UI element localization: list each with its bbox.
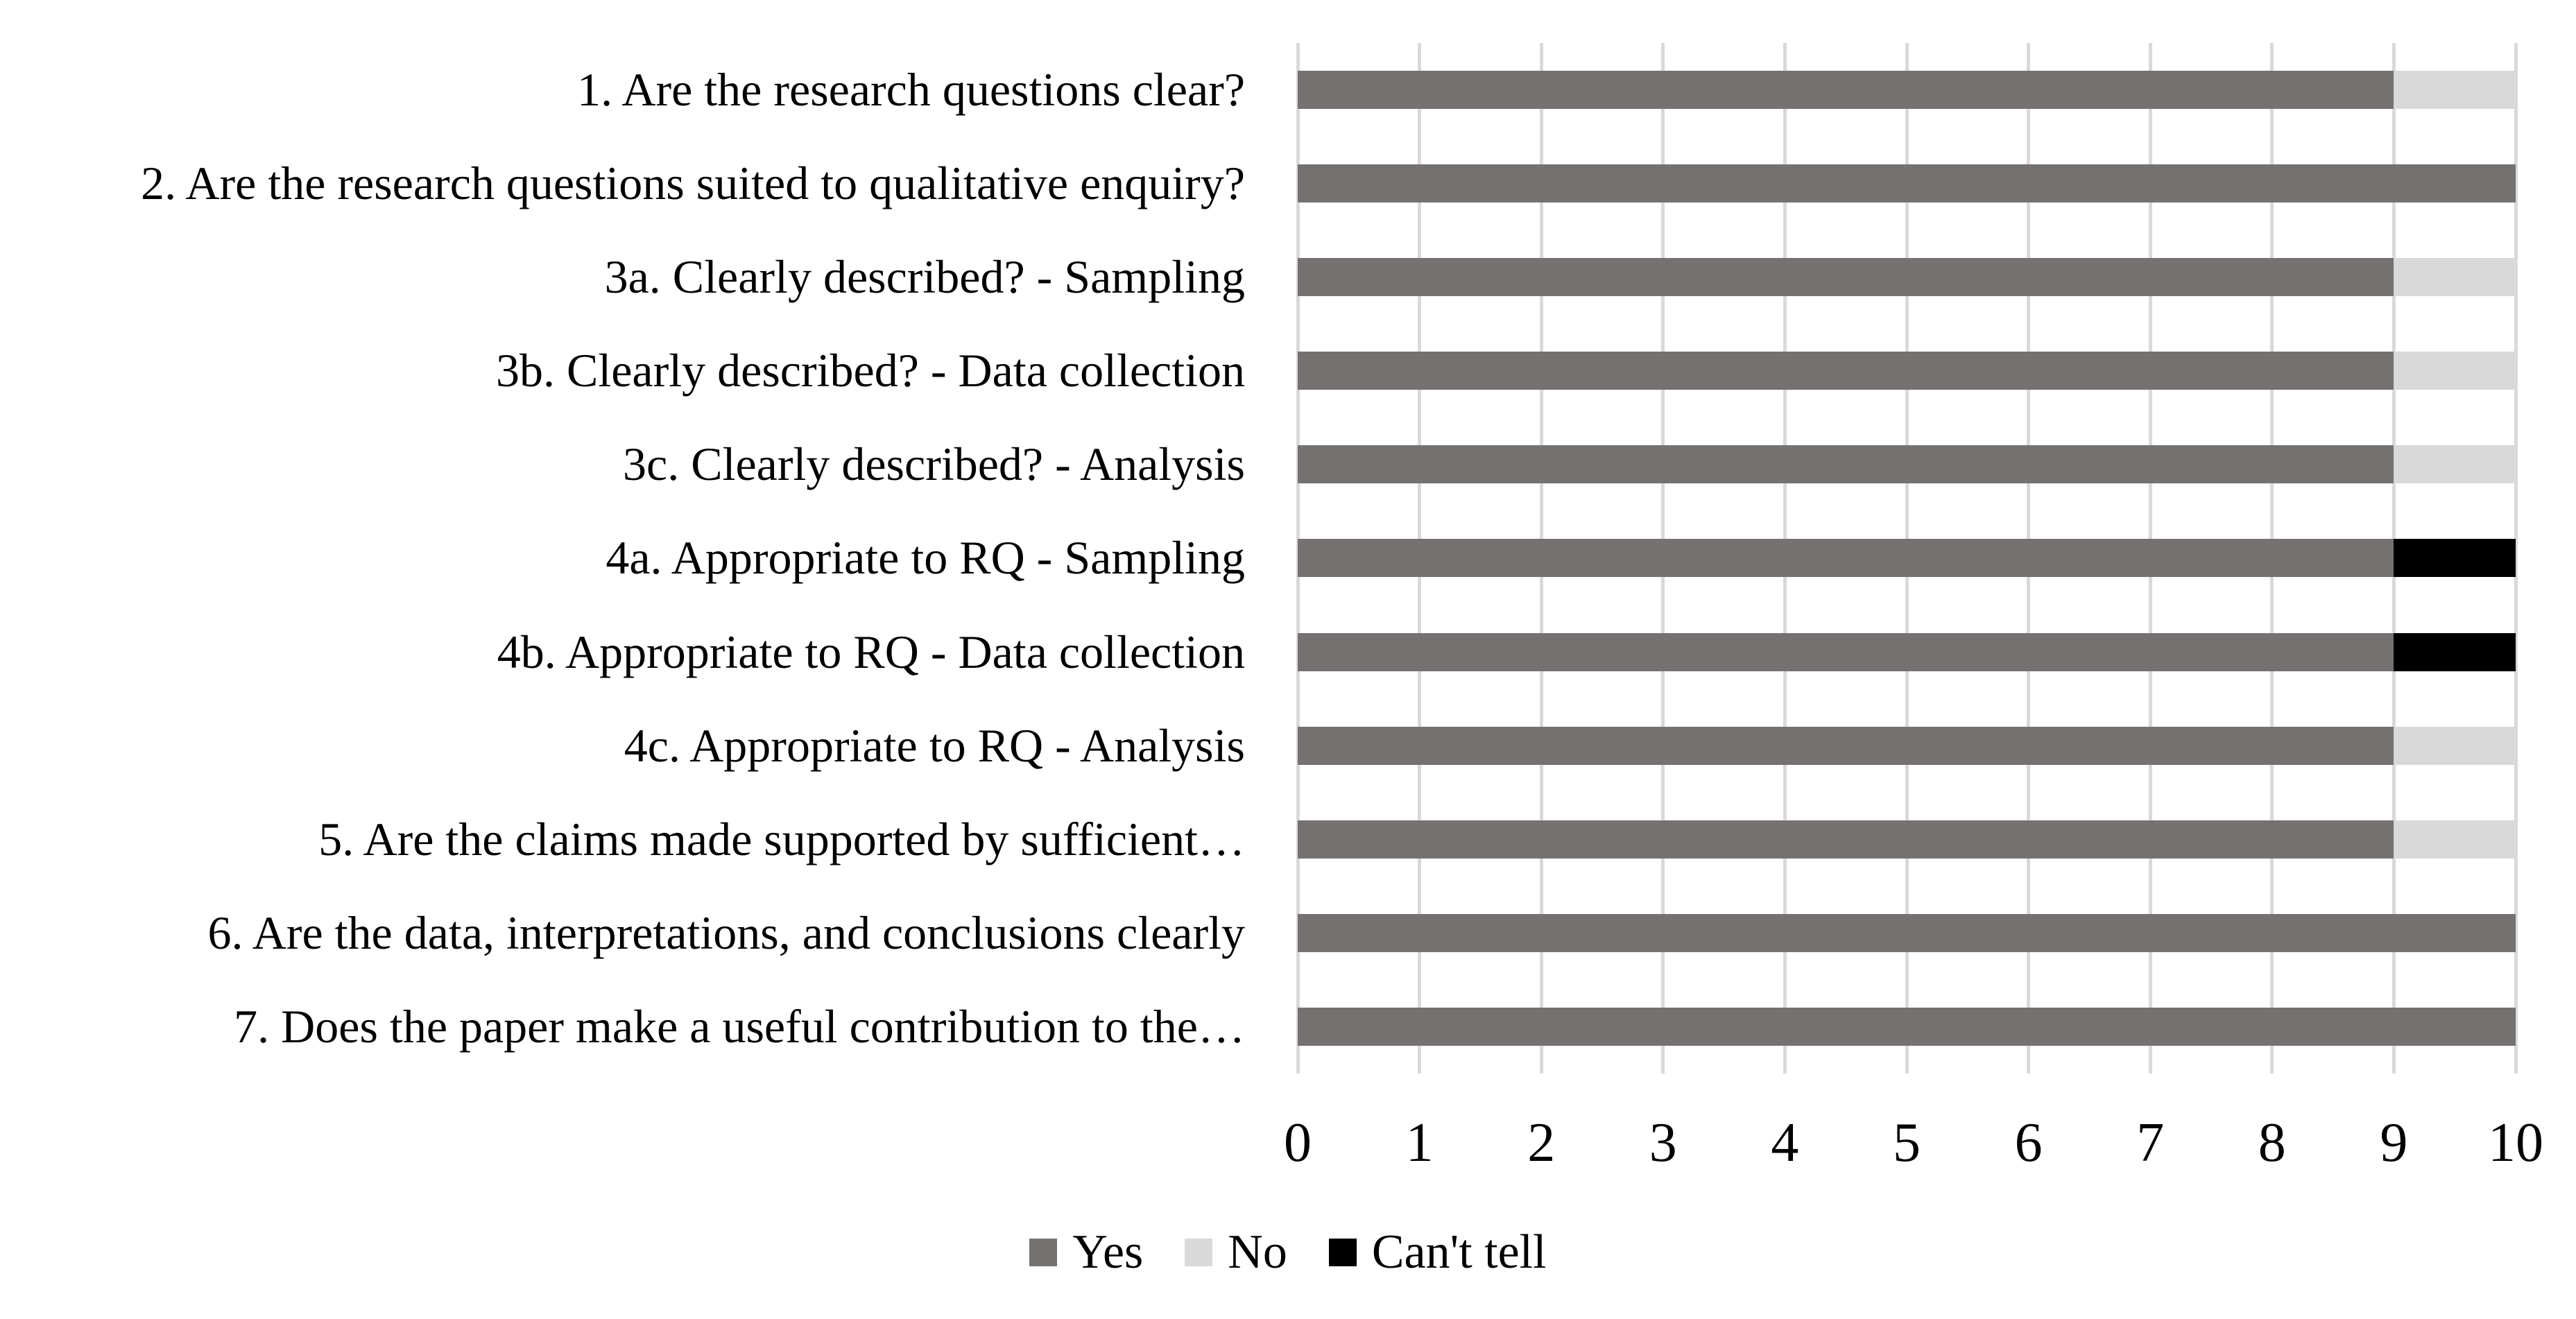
x-tick-label: 10 (2488, 1112, 2543, 1173)
bar-segment-no (2394, 258, 2516, 297)
bar-segment-yes (1298, 164, 2516, 203)
bar-row (1298, 164, 2516, 203)
x-tick-label: 7 (2136, 1112, 2165, 1173)
legend-item-yes: Yes (1029, 1225, 1143, 1280)
x-tick-label: 1 (1405, 1112, 1434, 1173)
category-label: 3a. Clearly described? - Sampling (604, 250, 1245, 304)
bar-segment-no (2394, 726, 2516, 765)
legend: Yes No Can't tell (0, 1219, 2576, 1286)
x-tick-label: 8 (2258, 1112, 2286, 1173)
bar-segment-no (2394, 445, 2516, 484)
x-tick-label: 4 (1771, 1112, 1799, 1173)
gridline (2514, 43, 2518, 1074)
legend-label: Yes (1072, 1225, 1144, 1279)
legend-swatch-icon (1029, 1239, 1058, 1266)
bar-segment-yes (1298, 539, 2394, 578)
x-tick-label: 5 (1893, 1112, 1921, 1173)
x-tick-label: 6 (2014, 1112, 2043, 1173)
x-tick-label: 2 (1527, 1112, 1556, 1173)
plot-area (1296, 43, 2518, 1074)
bar-row (1298, 726, 2516, 765)
category-label: 3b. Clearly described? - Data collection (496, 344, 1245, 397)
category-axis: 1. Are the research questions clear? 2. A… (0, 43, 1245, 1074)
category-label: 4b. Appropriate to RQ - Data collection (497, 625, 1245, 678)
bar-row (1298, 352, 2516, 390)
bar-row (1298, 913, 2516, 952)
bar-segment-yes (1298, 913, 2516, 952)
bar-segment-no (2394, 820, 2516, 859)
x-tick-label: 9 (2380, 1112, 2408, 1173)
bar-row (1298, 539, 2516, 578)
legend-swatch-icon (1328, 1239, 1357, 1266)
bar-row (1298, 258, 2516, 297)
legend-item-no: No (1185, 1225, 1287, 1280)
category-label: 4c. Appropriate to RQ - Analysis (624, 718, 1245, 772)
legend-item-can-t-tell: Can't tell (1328, 1225, 1547, 1280)
bar-segment-yes (1298, 352, 2394, 390)
legend-label: Can't tell (1371, 1225, 1547, 1279)
category-label: 2. Are the research questions suited to … (141, 157, 1245, 210)
bar-segment-yes (1298, 71, 2394, 110)
category-label: 6. Are the data, interpretations, and co… (207, 906, 1245, 959)
bar-row (1298, 1007, 2516, 1046)
bar-segment-yes (1298, 820, 2394, 859)
bar-segment-yes (1298, 258, 2394, 297)
legend-label: No (1228, 1225, 1287, 1279)
bar-row (1298, 820, 2516, 859)
bar-segment-no (2394, 352, 2516, 390)
bar-segment-yes (1298, 632, 2394, 671)
category-label: 3c. Clearly described? - Analysis (623, 438, 1245, 491)
legend-swatch-icon (1185, 1239, 1213, 1266)
x-axis: 0 1 2 3 4 5 6 7 8 9 10 (0, 1108, 2576, 1178)
category-label: 4a. Appropriate to RQ - Sampling (606, 531, 1245, 585)
x-tick-label: 3 (1649, 1112, 1677, 1173)
bar-segment-can-t-tell (2394, 539, 2516, 578)
category-label: 1. Are the research questions clear? (577, 63, 1245, 117)
bar-segment-no (2394, 71, 2516, 110)
bar-row (1298, 632, 2516, 671)
bar-row (1298, 71, 2516, 110)
bar-segment-yes (1298, 726, 2394, 765)
bar-segment-yes (1298, 445, 2394, 484)
category-label: 7. Does the paper make a useful contribu… (234, 999, 1245, 1053)
x-tick-label: 0 (1284, 1112, 1312, 1173)
bar-row (1298, 445, 2516, 484)
bar-segment-yes (1298, 1007, 2516, 1046)
category-label: 5. Are the claims made supported by suff… (318, 812, 1245, 865)
bar-segment-can-t-tell (2394, 632, 2516, 671)
